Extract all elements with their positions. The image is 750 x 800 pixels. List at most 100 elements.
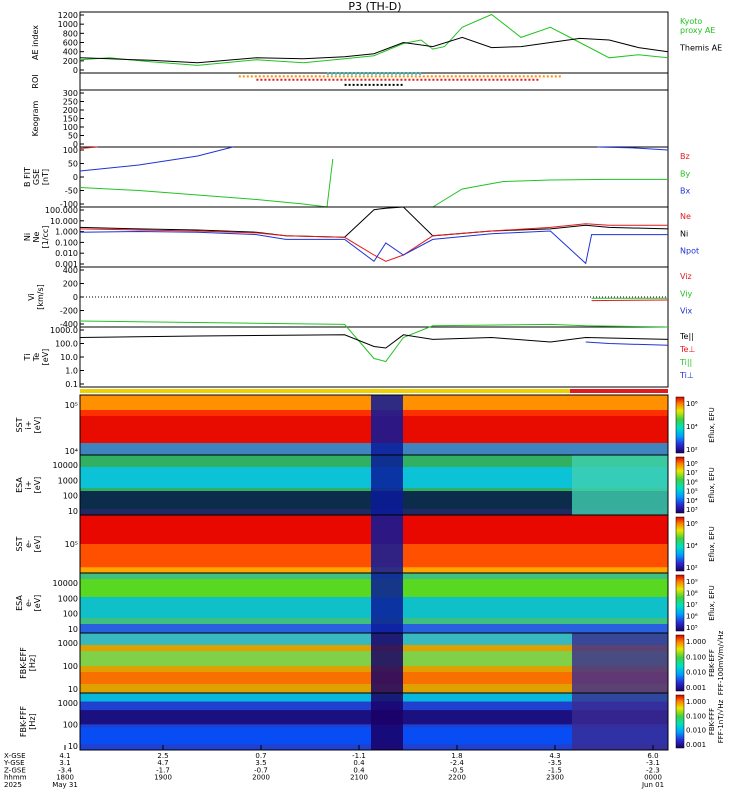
legend-label: Te⊥ [679, 345, 695, 354]
y-tick-label: 10 [68, 507, 78, 516]
series-line [591, 299, 669, 302]
y-tick-label: 50 [68, 160, 78, 169]
time-axis-tick-label: 2000 [252, 774, 270, 782]
legend-label: Themis AE [679, 44, 722, 53]
colorbar-tick-label: 0.001 [686, 741, 706, 749]
y-axis-label: [Hz] [28, 655, 37, 671]
colorbar-tick-label: 10⁷ [686, 469, 698, 477]
colorbar-label: FFF-1nT/√Hz [717, 699, 725, 743]
y-axis-label: [Hz] [28, 713, 37, 729]
y-tick-label: 1000 [58, 639, 78, 648]
y-tick-label: -400 [60, 320, 78, 329]
y-axis-label: Ni [23, 233, 32, 241]
legend-label: Viy [680, 289, 693, 298]
colorbar-tick-label: 10⁴ [686, 497, 698, 505]
series-line [79, 230, 668, 265]
colorbar [675, 634, 685, 692]
series-line [79, 320, 669, 363]
y-axis-label: AE index [31, 25, 40, 60]
time-axis-tick-label: 1800 [56, 774, 74, 782]
time-axis-tick-label: 6.0 [647, 752, 658, 760]
series-line [79, 206, 669, 238]
y-axis-label: ESA [15, 477, 24, 493]
y-axis-label: FBK-EFF [19, 647, 28, 679]
time-axis-tick-label: -0.7 [254, 766, 268, 774]
y-tick-label: 1000.0 [50, 326, 78, 335]
panel-bfield: 100 50 0 -50 -100 B FIT GSE [nT] Bz By Bx [23, 146, 690, 209]
colorbar-label: FBK-FFF [708, 708, 716, 735]
series-line [79, 223, 668, 262]
y-axis-label: Keogram [31, 100, 40, 136]
time-axis-tick-label: 3.1 [59, 759, 70, 767]
y-axis-label: [km/s] [36, 284, 45, 310]
panel-frame [79, 146, 669, 208]
y-axis-label: SST [15, 536, 24, 551]
y-axis-label: [nT] [41, 169, 50, 185]
time-axis-tick-label: Jun 01 [641, 781, 664, 789]
heatmap-event [371, 693, 403, 750]
time-axis-tick-label: -0.5 [450, 766, 464, 774]
y-axis-label: Te [32, 353, 41, 363]
legend-label: By [680, 169, 690, 178]
y-tick-label: 10 [68, 685, 78, 694]
mode-bar [80, 389, 668, 393]
legend-label: Te|| [679, 332, 694, 341]
time-axis-tick-label: 2100 [350, 774, 368, 782]
colorbar-label: Eflux, EFU [708, 526, 716, 561]
heatmap-fast [572, 455, 668, 515]
time-axis-tick-label: 3.5 [255, 759, 266, 767]
colorbar-label: FBK-EFF [708, 649, 716, 677]
colorbar-label: Eflux, EFU [708, 407, 716, 442]
y-tick-label: -200 [60, 307, 78, 316]
y-tick-label: 0 [73, 140, 78, 149]
y-tick-label: 0 [73, 293, 78, 302]
heatmap-event [371, 515, 403, 573]
y-tick-label: 50 [68, 132, 78, 141]
panel-esa_e: 10000 1000 100 10 ESA e- [eV] 10⁹ 10⁸ 10⁷ 10⁶ 10⁵ Ef… [15, 572, 716, 634]
time-axis-tick-label: 0.7 [255, 752, 266, 760]
panel-frame [79, 11, 669, 74]
legend-label: Ni [680, 229, 688, 238]
y-axis-label: i+ [24, 481, 33, 490]
colorbar-tick-label: 10⁶ [686, 478, 698, 486]
y-tick-label: 800 [63, 29, 78, 38]
y-axis-label: SST [15, 417, 24, 432]
y-axis-label: ROI [31, 74, 40, 88]
mode-bar-slow [80, 389, 570, 393]
time-axis-tick-label: -2.4 [450, 759, 464, 767]
series-line [79, 36, 669, 64]
y-tick-label: 100 [63, 123, 78, 132]
legend-label: Npot [680, 247, 699, 256]
colorbar-tick-label: 0.010 [686, 727, 706, 735]
colorbar-tick-label: 10⁶ [686, 400, 698, 408]
time-axis-tick-label: 0000 [644, 774, 662, 782]
colorbar-tick-label: 1.000 [686, 638, 706, 646]
heatmap-fast [572, 693, 668, 750]
y-tick-label: 150 [63, 115, 78, 124]
colorbar-tick-label: 10⁹ [686, 578, 698, 586]
y-tick-label: 100.0 [55, 340, 78, 349]
time-axis-tick-label: 2300 [546, 774, 564, 782]
series-line [432, 178, 668, 208]
plot-title: P3 (TH-D) [348, 0, 401, 13]
y-axis-label: [eV] [41, 349, 50, 366]
heatmap-event [371, 633, 403, 693]
heatmap-event [371, 573, 403, 633]
heatmap-event [371, 455, 403, 515]
legend-label: Ti|| [679, 358, 692, 367]
time-axis-tick-label: May 31 [52, 781, 78, 789]
y-tick-label: 100 [63, 610, 78, 619]
colorbar-tick-label: 10³ [686, 506, 698, 514]
y-tick-label: 10000 [53, 461, 78, 470]
y-tick-label: 10.0 [60, 353, 78, 362]
legend-label: Ne [680, 212, 691, 221]
panel-frame [79, 326, 669, 388]
colorbar-label: Eflux, EFU [708, 467, 716, 502]
panel-sst_e: 10⁵ SST e- [eV] 10⁶ 10⁴ 10² Eflux, EFU [15, 514, 716, 574]
time-axis-tick-label: -3.1 [646, 759, 660, 767]
legend-label: Kyoto [680, 17, 702, 26]
legend-label: proxy AE [680, 26, 715, 35]
